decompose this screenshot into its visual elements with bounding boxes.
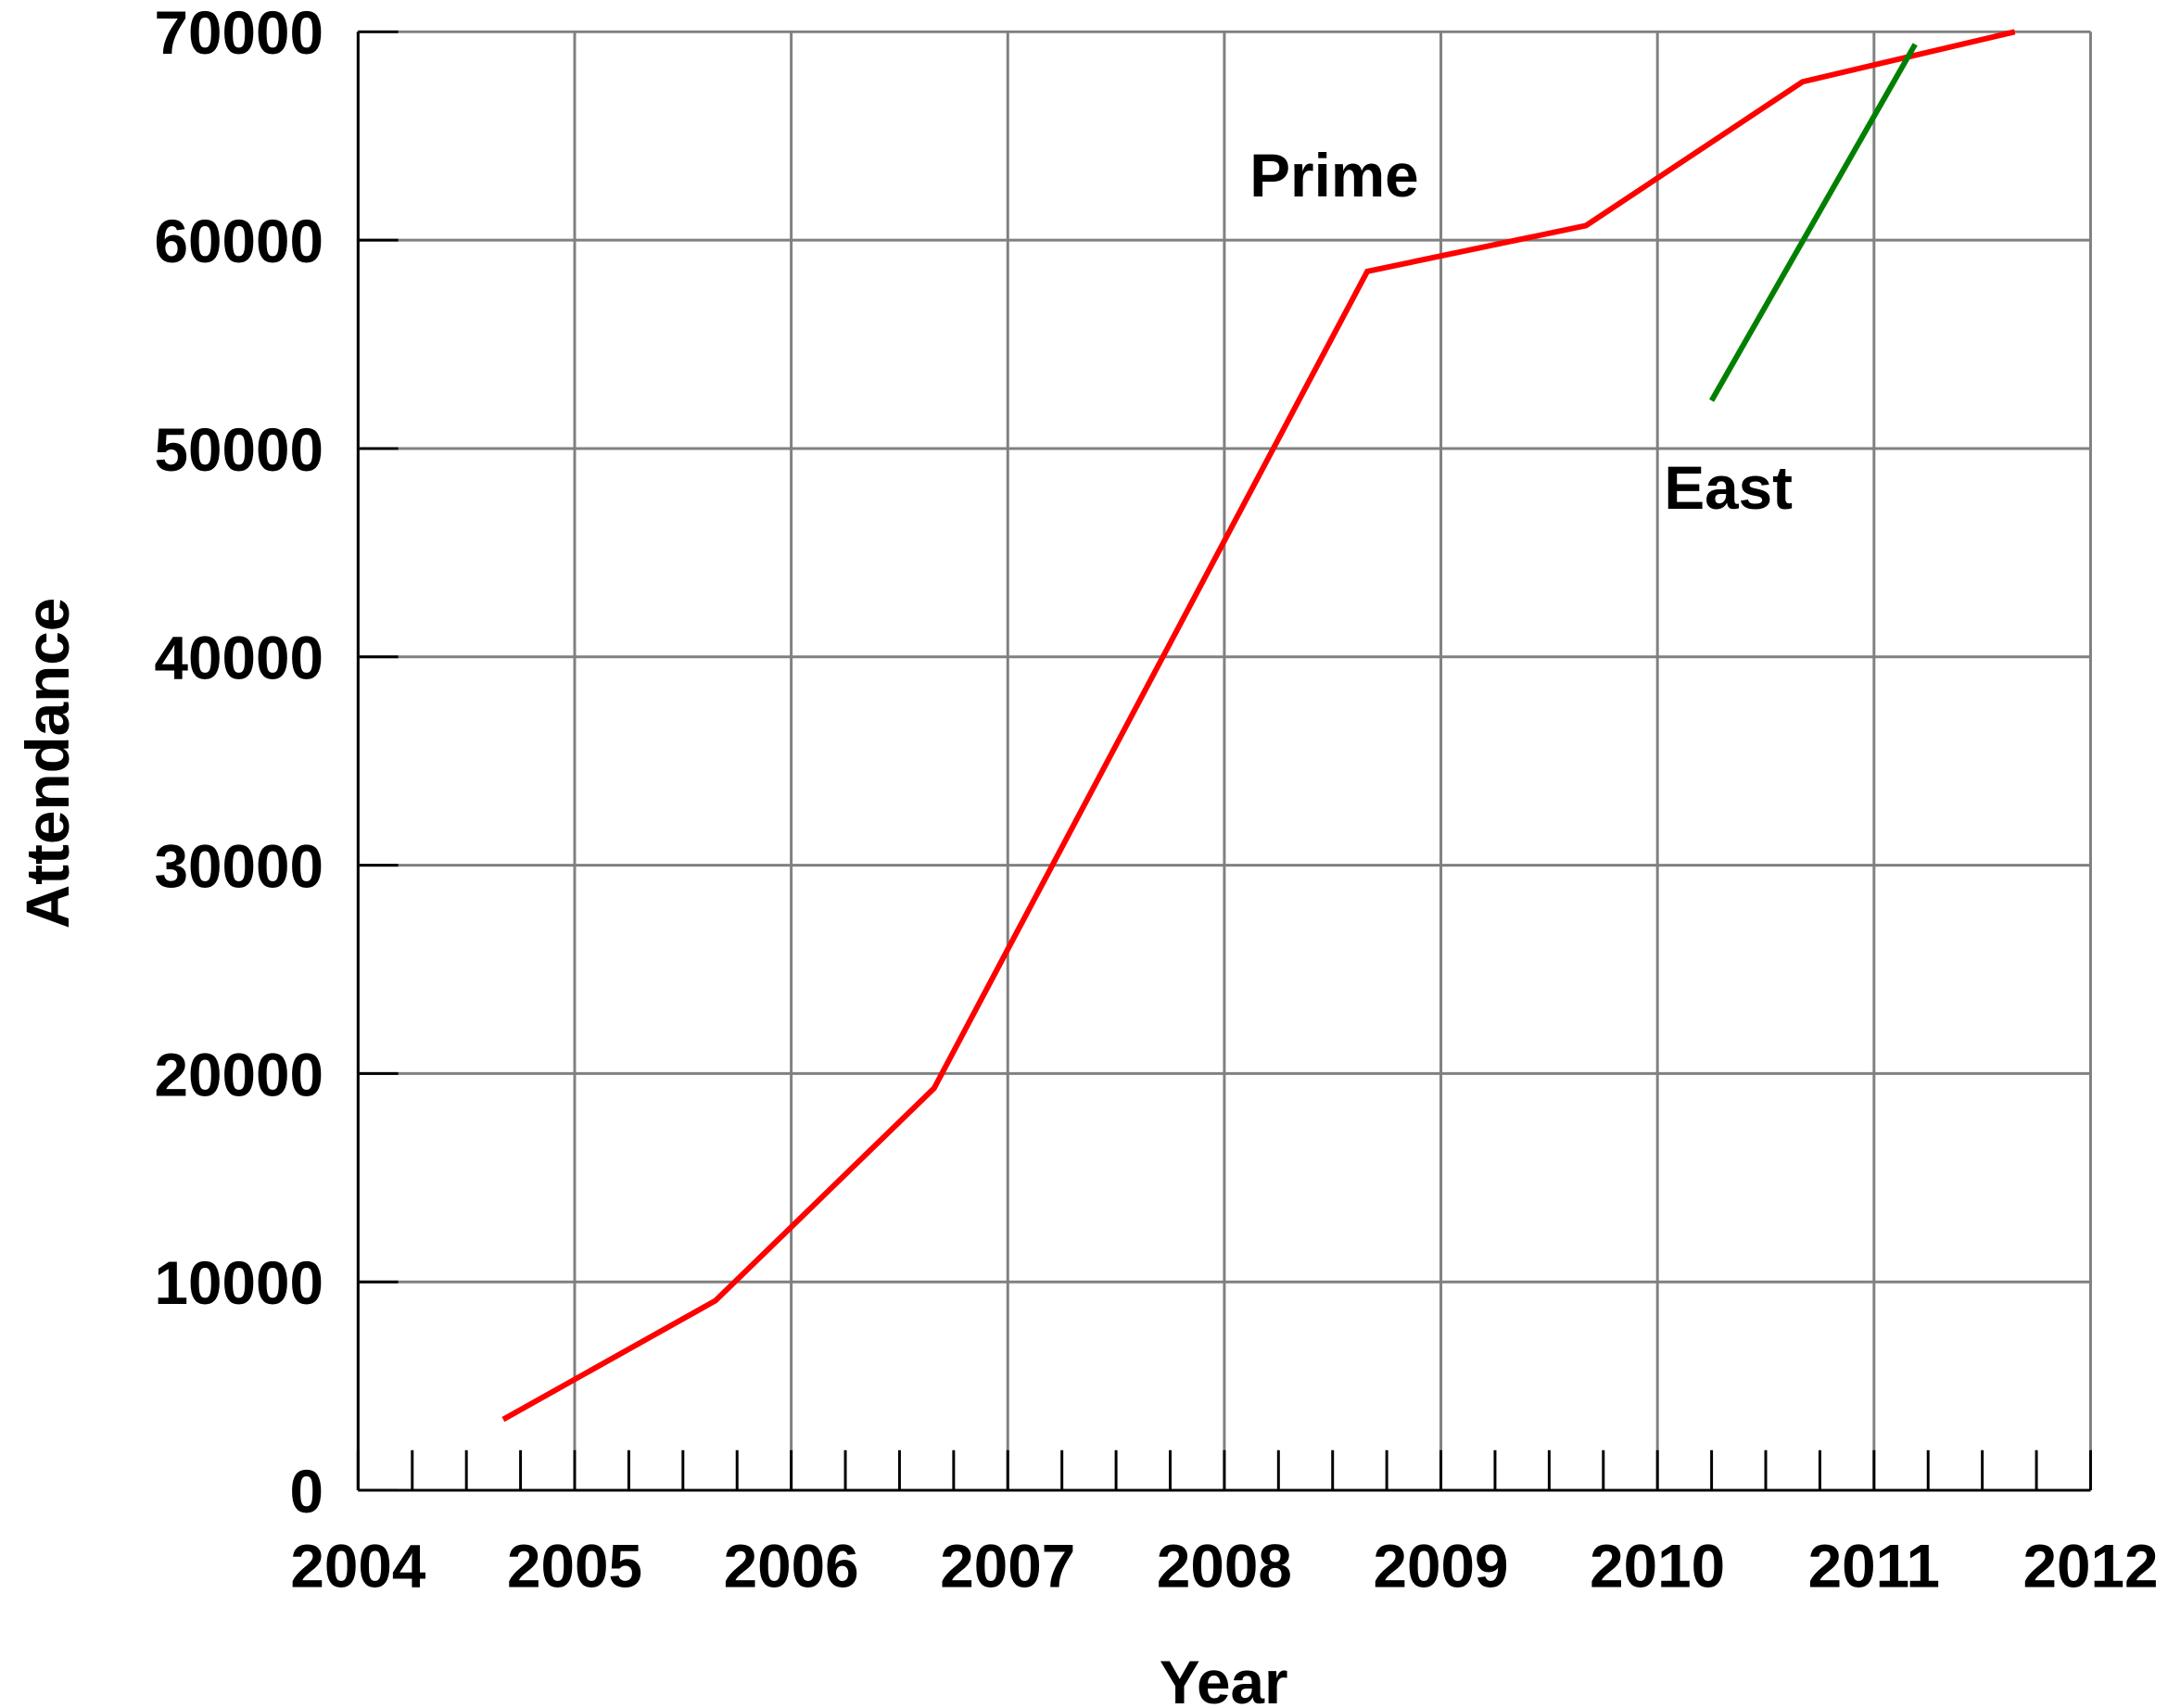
x-tick-label: 2012	[2022, 1532, 2158, 1600]
y-axis-title: Attendance	[14, 598, 82, 929]
x-tick-label: 2009	[1374, 1532, 1509, 1600]
x-tick-label: 2007	[940, 1532, 1075, 1600]
x-tick-label: 2004	[290, 1532, 425, 1600]
annotation: East	[1664, 454, 1793, 522]
annotation: Prime	[1249, 142, 1418, 209]
x-tick-label: 2008	[1157, 1532, 1292, 1600]
y-tick-label: 50000	[155, 416, 324, 484]
y-tick-label: 20000	[155, 1041, 324, 1108]
y-tick-label: 70000	[155, 0, 324, 67]
x-tick-label: 2010	[1590, 1532, 1725, 1600]
x-tick-label: 2011	[1808, 1532, 1940, 1600]
y-tick-label: 60000	[155, 208, 324, 275]
y-tick-label: 40000	[155, 625, 324, 692]
y-tick-label: 0	[290, 1458, 324, 1525]
x-axis-title: Year	[1160, 1649, 1288, 1708]
line-series	[501, 29, 2016, 1423]
line-series	[1709, 43, 1918, 402]
y-tick-label: 30000	[155, 832, 324, 900]
x-tick-label: 2006	[724, 1532, 859, 1600]
x-tick-label: 2005	[507, 1532, 642, 1600]
y-tick-label: 10000	[155, 1249, 324, 1317]
